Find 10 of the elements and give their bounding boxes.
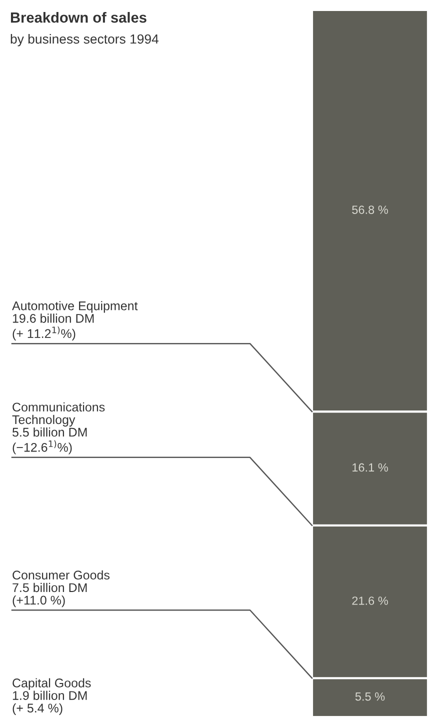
data-label: 5.5 % — [355, 692, 385, 701]
text: Capital Goods 1.9 billion DM (+ 5.4 %) — [12, 678, 91, 715]
text: Automotive Equipment 19.6 billion DM (+ 11.2$^{1)}$%) — [12, 301, 138, 340]
data-label: 16.1 % — [352, 463, 388, 472]
data-label: 21.6 % — [352, 596, 388, 605]
text: Consumer Goods 7.5 billion DM (+11.0 %) — [12, 570, 110, 608]
text: by business sectors 1994 — [10, 34, 158, 46]
text: Communications Technology 5.5 billion DM (−12.6$^{1)}$%) — [12, 402, 105, 454]
data-label: 56.8 % — [352, 206, 388, 214]
text: Breakdown of sales — [10, 12, 146, 23]
